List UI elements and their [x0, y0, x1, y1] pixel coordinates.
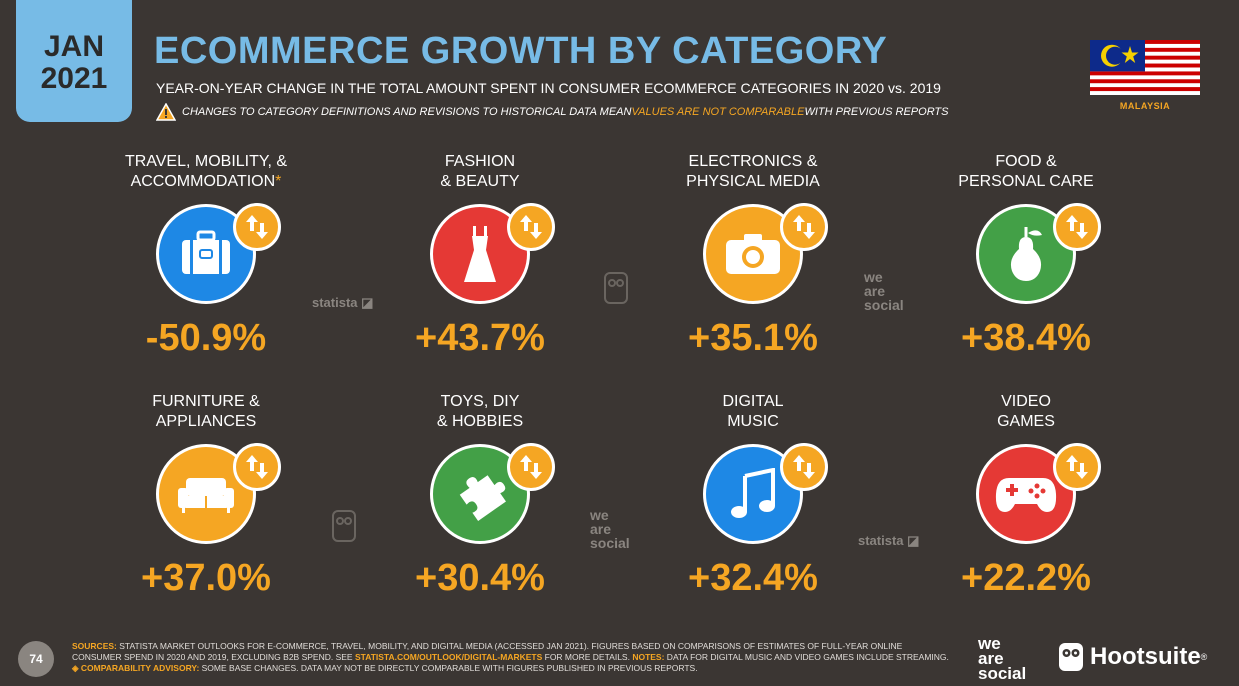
date-badge: JAN 2021: [16, 0, 132, 122]
statista-watermark: statista ◪: [858, 533, 920, 548]
comparability-warning: CHANGES TO CATEGORY DEFINITIONS AND REVI…: [156, 103, 949, 121]
change-arrows-icon: [780, 443, 828, 491]
warning-text-pre: CHANGES TO CATEGORY DEFINITIONS AND REVI…: [182, 106, 632, 118]
category-card: TRAVEL, MOBILITY, & ACCOMMODATION* -50.9%: [86, 152, 326, 358]
category-icon-circle: [156, 203, 281, 304]
category-label: TOYS, DIY & HOBBIES: [436, 393, 524, 430]
change-arrows-icon: [780, 203, 828, 251]
category-label: FURNITURE & APPLIANCES: [152, 393, 260, 430]
category-card: FOOD & PERSONAL CARE +38.4%: [906, 152, 1146, 358]
category-card: FASHION & BEAUTY +43.7%: [360, 152, 600, 358]
change-arrows-icon: [507, 443, 555, 491]
we-are-social-watermark: we are social: [590, 507, 630, 551]
category-change-value: +38.4%: [961, 317, 1091, 359]
date-year: 2021: [40, 62, 108, 95]
category-change-value: +32.4%: [688, 557, 818, 599]
malaysia-flag-icon: [1090, 40, 1200, 95]
footer-sources: SOURCES: STATISTA MARKET OUTLOOKS FOR E-…: [72, 641, 949, 673]
category-card: DIGITAL MUSIC +32.4%: [633, 392, 873, 598]
category-card: FURNITURE & APPLIANCES +37.0%: [86, 392, 326, 598]
category-label: VIDEO GAMES: [997, 393, 1055, 430]
category-card: VIDEO GAMES +22.2%: [906, 392, 1146, 598]
category-icon-circle: [976, 203, 1101, 304]
category-card: TOYS, DIY & HOBBIES +30.4%: [360, 392, 600, 598]
category-label: TRAVEL, MOBILITY, & ACCOMMODATION*: [124, 153, 288, 190]
statista-watermark: statista ◪: [312, 295, 374, 310]
change-arrows-icon: [1053, 203, 1101, 251]
category-icon-circle: [156, 443, 281, 544]
change-arrows-icon: [233, 443, 281, 491]
change-arrows-icon: [1053, 443, 1101, 491]
category-icon-circle: [430, 443, 555, 544]
category-icon-circle: [703, 203, 828, 304]
page-number: 74: [18, 641, 54, 677]
statista-link[interactable]: STATISTA.COM/OUTLOOK/DIGITAL-MARKETS: [354, 652, 543, 662]
category-change-value: +22.2%: [961, 557, 1091, 599]
warning-text-post: WITH PREVIOUS REPORTS: [804, 106, 949, 118]
category-icon-circle: [703, 443, 828, 544]
category-change-value: -50.9%: [145, 317, 267, 359]
we-are-social-watermark: we are social: [864, 269, 904, 313]
category-label: FOOD & PERSONAL CARE: [958, 153, 1094, 190]
category-card: ELECTRONICS & PHYSICAL MEDIA +35.1%: [633, 152, 873, 358]
category-label: DIGITAL MUSIC: [722, 393, 784, 430]
page-title: ECOMMERCE GROWTH BY CATEGORY: [154, 30, 888, 72]
owl-watermark-icon: [332, 510, 356, 542]
category-icon-circle: [430, 203, 555, 304]
warning-text-highlight: VALUES ARE NOT COMPARABLE: [631, 106, 805, 118]
category-change-value: +37.0%: [141, 557, 271, 599]
warning-icon: [156, 103, 176, 121]
category-change-value: +30.4%: [415, 557, 545, 599]
category-change-value: +43.7%: [415, 317, 545, 359]
page-subtitle: YEAR-ON-YEAR CHANGE IN THE TOTAL AMOUNT …: [156, 80, 941, 96]
we-are-social-logo: we are social: [978, 634, 1027, 683]
country-label: MALAYSIA: [1119, 101, 1171, 111]
owl-watermark-icon: [604, 272, 628, 304]
change-arrows-icon: [507, 203, 555, 251]
category-change-value: +35.1%: [688, 317, 818, 359]
category-label: ELECTRONICS & PHYSICAL MEDIA: [686, 153, 820, 190]
date-month: JAN: [43, 30, 104, 63]
hootsuite-owl-icon: [1059, 643, 1083, 671]
category-label: FASHION & BEAUTY: [440, 153, 520, 190]
hootsuite-logo: Hootsuite ®: [1058, 642, 1207, 672]
change-arrows-icon: [233, 203, 281, 251]
category-icon-circle: [976, 443, 1101, 544]
